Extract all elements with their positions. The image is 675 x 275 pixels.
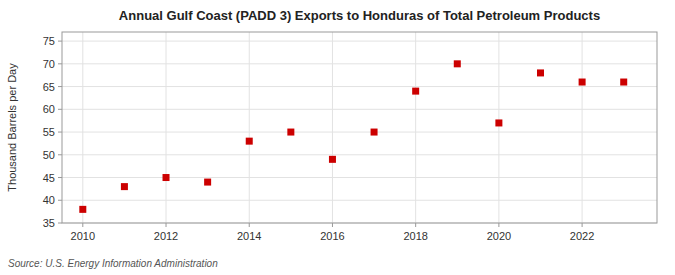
y-tick <box>58 109 62 110</box>
x-grid-line <box>82 32 83 223</box>
point <box>537 69 544 76</box>
x-tick-label: 2014 <box>237 230 261 242</box>
y-grid-line <box>62 109 657 110</box>
x-grid-line <box>582 32 583 223</box>
source-note: Source: U.S. Energy Information Administ… <box>8 258 218 269</box>
point <box>454 60 461 67</box>
x-tick <box>166 223 167 227</box>
point <box>371 129 378 136</box>
x-tick <box>415 223 416 227</box>
x-grid-line <box>332 32 333 223</box>
title: Annual Gulf Coast (PADD 3) Exports to Ho… <box>119 8 600 23</box>
y-tick <box>58 86 62 87</box>
y-grid-line <box>62 177 657 178</box>
y-grid-line <box>62 63 657 64</box>
point <box>620 79 627 86</box>
grid <box>62 32 657 223</box>
y-tick <box>58 154 62 155</box>
points <box>79 60 627 213</box>
point <box>287 129 294 136</box>
axes: 35 40 45 50 55 60 65 70 75 2010 2012 2014 2016 2018 20… <box>43 35 595 242</box>
y-tick <box>58 41 62 42</box>
x-tick-label: 2012 <box>154 230 178 242</box>
y-grid-line <box>62 154 657 155</box>
x-tick-label: 2018 <box>403 230 427 242</box>
x-tick-label: 2010 <box>71 230 95 242</box>
point <box>329 156 336 163</box>
y-tick-label: 55 <box>43 126 55 138</box>
point <box>163 174 170 181</box>
y-tick-label: 65 <box>43 81 55 93</box>
y-tick <box>58 223 62 224</box>
y-tick <box>58 132 62 133</box>
x-grid-line <box>249 32 250 223</box>
x-tick <box>249 223 250 227</box>
y-tick-label: 60 <box>43 103 55 115</box>
x-tick <box>498 223 499 227</box>
x-grid-line <box>166 32 167 223</box>
y-axis-label: Thousand Barrels per Day <box>6 63 18 192</box>
y-tick-label: 45 <box>43 172 55 184</box>
x-tick-label: 2020 <box>487 230 511 242</box>
y-grid-line <box>62 200 657 201</box>
x-tick <box>82 223 83 227</box>
point <box>121 183 128 190</box>
x-grid-line <box>415 32 416 223</box>
x-tick <box>332 223 333 227</box>
chart: 35 40 45 50 55 60 65 70 75 2010 2012 2014 2016 2018 20… <box>0 0 675 275</box>
y-tick <box>58 177 62 178</box>
point <box>246 138 253 145</box>
y-grid-line <box>62 86 657 87</box>
y-tick-label: 50 <box>43 149 55 161</box>
x-tick-label: 2016 <box>320 230 344 242</box>
point <box>495 119 502 126</box>
point <box>79 206 86 213</box>
x-grid-line <box>498 32 499 223</box>
y-grid-line <box>62 132 657 133</box>
point <box>204 179 211 186</box>
y-tick-label: 75 <box>43 35 55 47</box>
y-grid-line <box>62 41 657 42</box>
plot-frame <box>62 32 657 223</box>
x-tick <box>582 223 583 227</box>
y-tick <box>58 200 62 201</box>
y-tick-label: 35 <box>43 217 55 229</box>
y-tick <box>58 63 62 64</box>
x-tick-label: 2022 <box>570 230 594 242</box>
point <box>579 79 586 86</box>
point <box>412 88 419 95</box>
y-tick-label: 40 <box>43 194 55 206</box>
y-tick-label: 70 <box>43 58 55 70</box>
